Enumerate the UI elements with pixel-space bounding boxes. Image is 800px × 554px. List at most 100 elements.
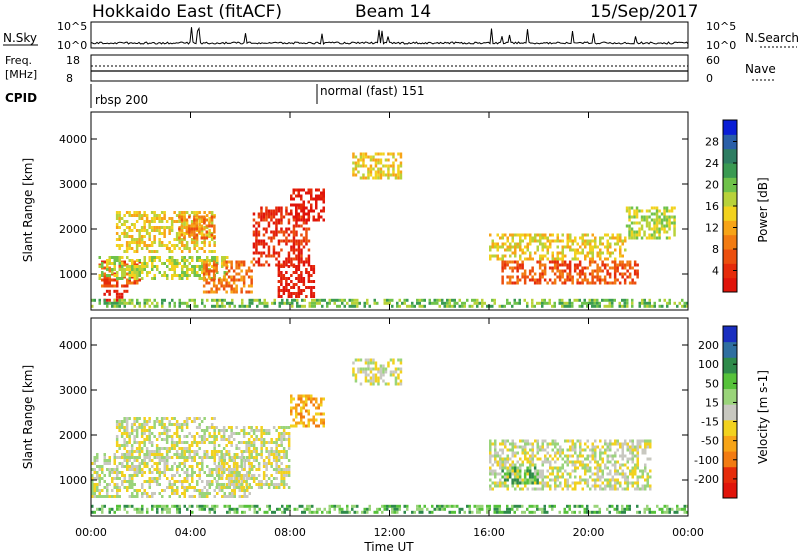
echo-cell — [626, 475, 629, 479]
echo-cell — [494, 460, 497, 464]
echo-cell — [619, 251, 622, 255]
echo-cell — [213, 453, 216, 456]
echo-cell — [302, 206, 305, 210]
echo-cell — [247, 462, 251, 465]
echo-cell — [205, 218, 209, 222]
echo-cell — [198, 447, 201, 450]
echo-cell — [625, 209, 629, 213]
echo-cell — [356, 304, 359, 308]
echo-cell — [601, 260, 604, 264]
echo-cell — [377, 367, 380, 371]
echo-cell — [140, 217, 144, 220]
echo-cell — [297, 206, 301, 210]
echo-cell — [356, 510, 359, 514]
echo-cell — [476, 301, 479, 305]
echo-cell — [571, 442, 574, 446]
echo-cell — [564, 245, 567, 249]
echo-cell — [265, 450, 268, 453]
echo-cell — [538, 275, 542, 279]
echo-cell — [275, 227, 278, 231]
echo-cell — [297, 257, 301, 261]
echo-cell — [683, 510, 686, 514]
echo-cell — [673, 301, 676, 305]
echo-cell — [158, 217, 161, 220]
echo-cell — [295, 265, 298, 268]
echo-cell — [591, 472, 594, 476]
echo-cell — [227, 441, 231, 444]
echo-cell — [295, 271, 298, 274]
echo-cell — [173, 483, 176, 486]
echo-cell — [98, 474, 101, 477]
echo-cell — [287, 227, 291, 231]
echo-cell — [138, 268, 141, 271]
echo-cell — [188, 227, 191, 231]
echo-cell — [226, 504, 229, 508]
echo-cell — [320, 418, 323, 422]
echo-cell — [272, 209, 276, 213]
echo-cell — [108, 256, 111, 259]
echo-cell — [300, 251, 303, 255]
echo-cell — [201, 298, 204, 302]
echo-cell — [163, 423, 166, 426]
echo-cell — [133, 417, 136, 420]
echo-cell — [658, 227, 661, 231]
echo-cell — [599, 248, 602, 252]
echo-cell — [247, 266, 251, 270]
echo-cell — [563, 278, 567, 282]
echo-cell — [639, 475, 642, 479]
echo-cell — [377, 158, 380, 162]
echo-cell — [241, 489, 244, 492]
echo-cell — [341, 298, 344, 302]
echo-cell — [312, 218, 315, 222]
echo-cell — [458, 304, 461, 308]
echo-cell — [190, 233, 194, 237]
echo-cell — [178, 453, 181, 456]
echo-cell — [138, 232, 141, 235]
echo-cell — [496, 460, 499, 464]
echo-cell — [250, 281, 253, 285]
echo-cell — [359, 358, 363, 362]
echo-cell — [257, 480, 261, 483]
echo-cell — [571, 454, 574, 458]
echo-cell — [285, 209, 288, 213]
echo-cell — [359, 382, 363, 386]
echo-cell — [593, 281, 597, 285]
echo-cell — [559, 251, 562, 255]
colorbar-segment — [723, 451, 737, 468]
echo-cell — [126, 465, 129, 468]
echo-cell — [250, 284, 253, 288]
echo-cell — [125, 420, 129, 423]
echo-cell — [636, 487, 639, 491]
echo-cell — [280, 271, 283, 274]
echo-cell — [606, 484, 609, 488]
echo-cell — [629, 451, 632, 455]
echo-cell — [257, 474, 261, 477]
echo-cell — [171, 259, 174, 262]
echo-cell — [275, 447, 278, 450]
echo-cell — [128, 274, 131, 277]
echo-cell — [212, 290, 216, 294]
echo-cell — [120, 423, 124, 426]
echo-cell — [175, 441, 179, 444]
echo-cell — [270, 438, 273, 441]
echo-cell — [158, 232, 161, 235]
echo-cell — [584, 448, 587, 452]
echo-cell — [248, 298, 251, 302]
echo-cell — [286, 301, 289, 305]
echo-cell — [158, 447, 161, 450]
echo-cell — [538, 266, 542, 270]
echo-cell — [563, 304, 566, 308]
echo-cell — [136, 495, 139, 498]
echo-cell — [247, 486, 251, 489]
echo-cell — [300, 197, 303, 201]
echo-cell — [302, 218, 306, 222]
echo-cell — [115, 232, 119, 235]
echo-cell — [591, 304, 594, 308]
echo-cell — [265, 218, 268, 222]
echo-cell — [210, 441, 214, 444]
echo-cell — [170, 223, 174, 226]
echo-cell — [281, 504, 284, 508]
echo-cell — [141, 468, 144, 471]
echo-cell — [158, 220, 161, 223]
